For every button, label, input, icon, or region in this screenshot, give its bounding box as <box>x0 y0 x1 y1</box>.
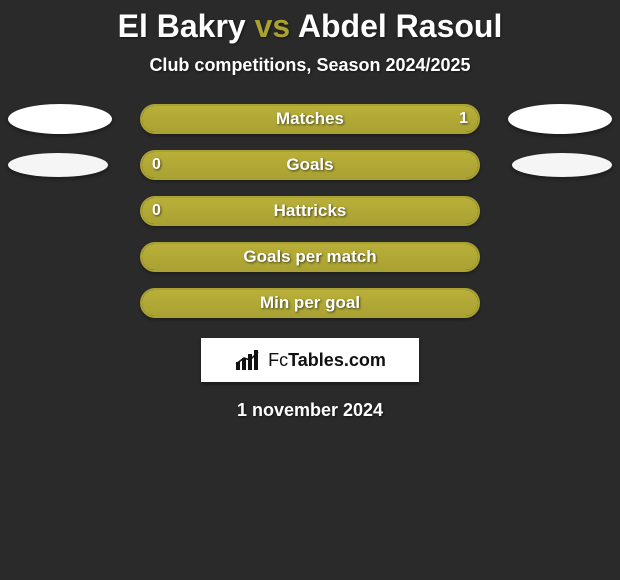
stat-label: Hattricks <box>142 198 478 224</box>
stat-bar: Min per goal <box>140 288 480 318</box>
player2-badge <box>508 104 612 134</box>
player2-badge <box>512 153 612 177</box>
stat-row: Min per goal <box>0 288 620 318</box>
branding-logo: FcTables.com <box>201 338 419 382</box>
stat-row: 0Goals <box>0 150 620 180</box>
stat-label: Matches <box>142 106 478 132</box>
comparison-card: El Bakry vs Abdel Rasoul Club competitio… <box>0 0 620 580</box>
stat-bar: 0Hattricks <box>140 196 480 226</box>
player1-badge <box>8 153 108 177</box>
stat-row: 1Matches <box>0 104 620 134</box>
stats-rows: 1Matches 0Goals 0Hattricks Goals per match M… <box>0 104 620 318</box>
player1-badge <box>8 104 112 134</box>
stat-bar: Goals per match <box>140 242 480 272</box>
stat-label: Goals per match <box>142 244 478 270</box>
stat-label: Min per goal <box>142 290 478 316</box>
page-title: El Bakry vs Abdel Rasoul <box>0 8 620 45</box>
player2-name: Abdel Rasoul <box>298 8 502 44</box>
subtitle: Club competitions, Season 2024/2025 <box>0 55 620 76</box>
player1-name: El Bakry <box>118 8 246 44</box>
stat-row: 0Hattricks <box>0 196 620 226</box>
vs-separator: vs <box>255 8 291 44</box>
stat-label: Goals <box>142 152 478 178</box>
snapshot-date: 1 november 2024 <box>0 400 620 421</box>
stat-bar: 0Goals <box>140 150 480 180</box>
stat-row: Goals per match <box>0 242 620 272</box>
stat-bar: 1Matches <box>140 104 480 134</box>
branding-text: FcTables.com <box>268 350 386 371</box>
chart-icon <box>234 348 262 372</box>
